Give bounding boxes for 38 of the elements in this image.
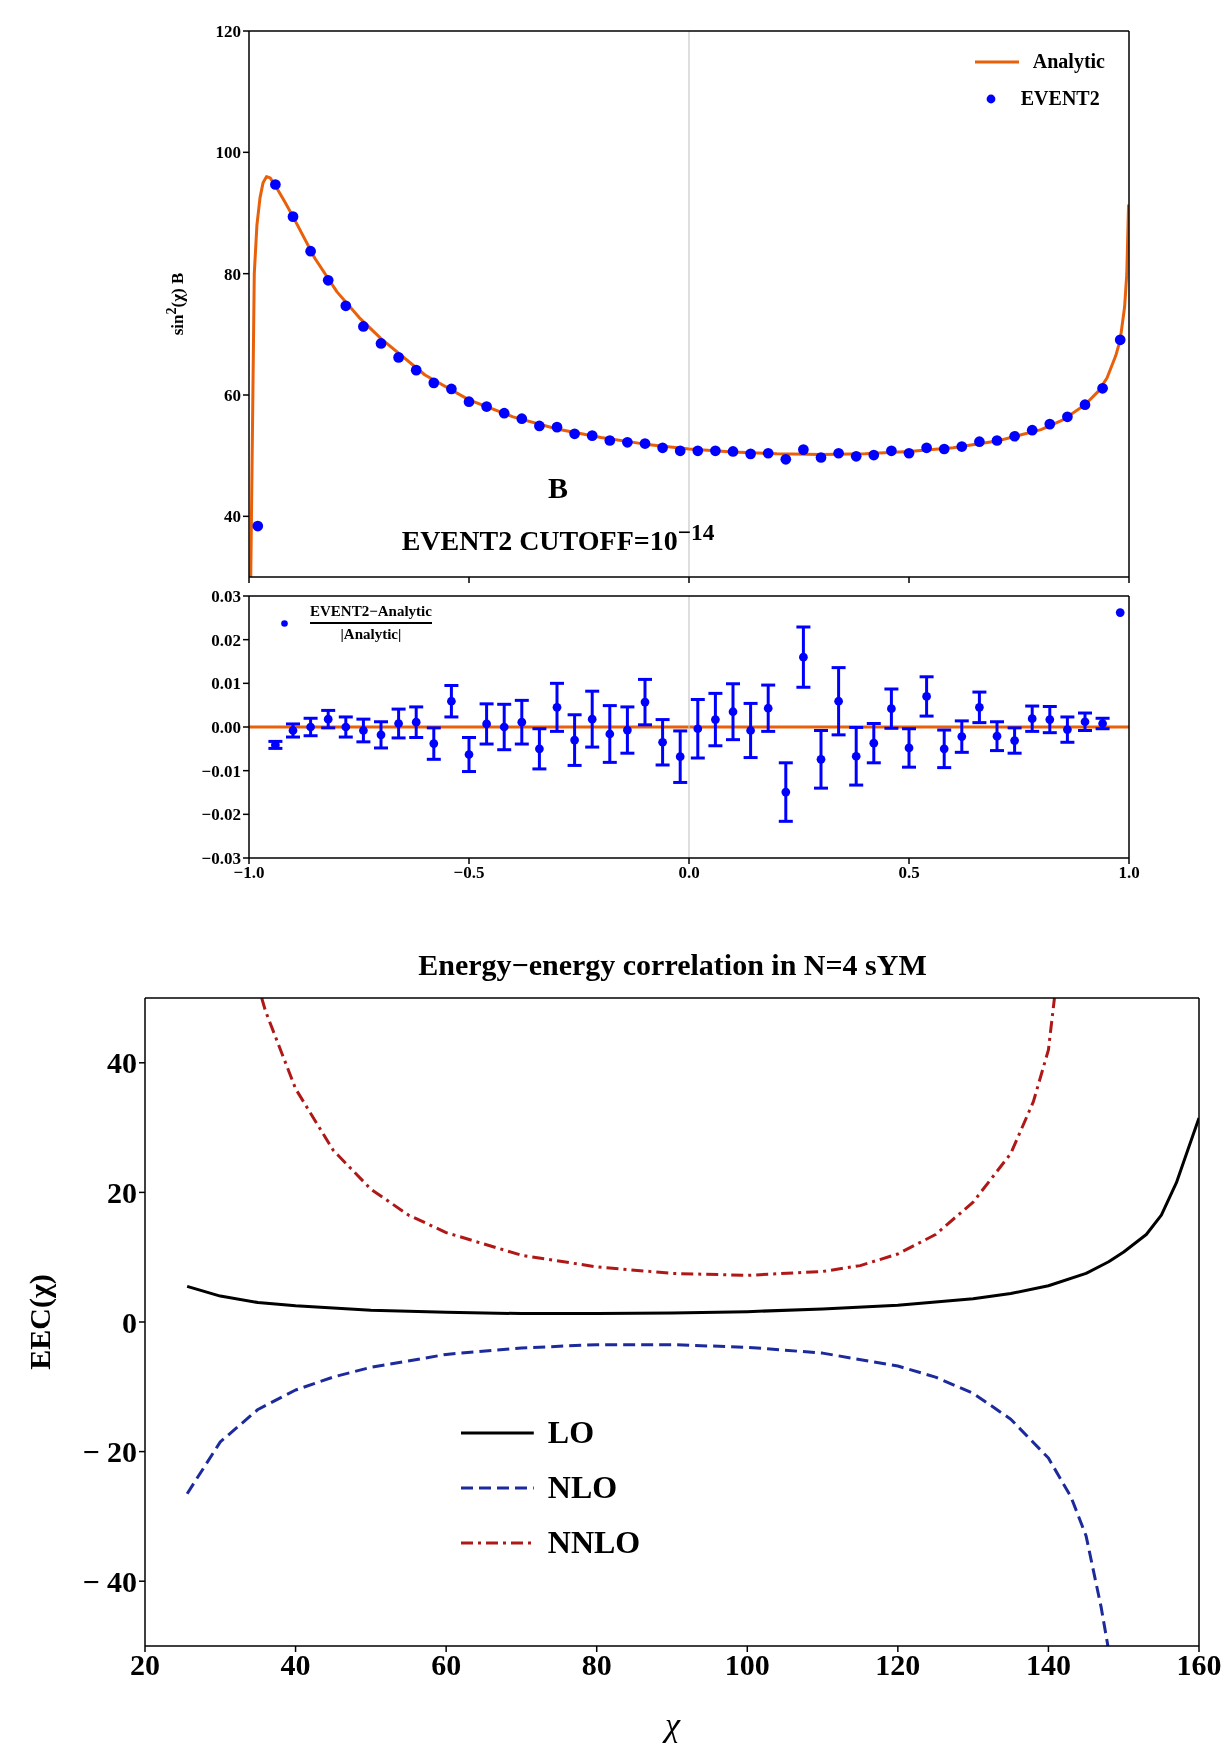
y-tick-label: 0.02 bbox=[211, 630, 241, 650]
y-tick-label: 0 bbox=[122, 1305, 137, 1339]
y-tick-label: 20 bbox=[107, 1176, 137, 1210]
y-tick-label: 0.03 bbox=[211, 587, 241, 607]
y-tick-label: 120 bbox=[215, 22, 241, 42]
x-tick-label: 0.5 bbox=[898, 863, 920, 883]
chart-title: Energy−energy correlation in N=4 sYM bbox=[418, 948, 927, 981]
legend-label: EVENT2 bbox=[1020, 87, 1100, 110]
x-tick-label: 160 bbox=[1176, 1648, 1222, 1682]
x-tick-label: 140 bbox=[1025, 1648, 1071, 1682]
legend-label: EVENT2−Analytic |Analytic| bbox=[310, 603, 432, 643]
legend-label: NNLO bbox=[547, 1524, 641, 1561]
x-tick-label: 0.0 bbox=[678, 863, 700, 883]
x-tick-label: 80 bbox=[581, 1648, 612, 1682]
x-tick-label: 1.0 bbox=[1118, 863, 1140, 883]
x-tick-label: −0.5 bbox=[453, 863, 485, 883]
y-tick-label: 0.01 bbox=[211, 674, 241, 694]
y-tick-label: −0.01 bbox=[201, 761, 241, 781]
annotation: EVENT2 CUTOFF=10$^{−14}$ bbox=[401, 518, 715, 557]
legend-label: NLO bbox=[547, 1469, 618, 1506]
y-tick-label: 80 bbox=[224, 264, 241, 284]
legend-label: LO bbox=[547, 1414, 595, 1451]
y-tick-label: − 40 bbox=[82, 1564, 137, 1598]
y-tick-label: 60 bbox=[224, 386, 241, 406]
y-tick-label: −0.02 bbox=[201, 805, 241, 825]
x-tick-label: 20 bbox=[130, 1648, 160, 1682]
x-tick-label: 60 bbox=[431, 1648, 462, 1682]
y-tick-label: 0.00 bbox=[211, 718, 241, 738]
y-tick-label: 40 bbox=[224, 507, 241, 527]
y-axis-title: EEC(χ) bbox=[23, 1273, 56, 1370]
x-tick-label: 40 bbox=[280, 1648, 311, 1682]
x-tick-label: 120 bbox=[875, 1648, 921, 1682]
y-tick-label: 100 bbox=[215, 143, 241, 163]
annotation: B bbox=[547, 471, 569, 504]
y-tick-label: 40 bbox=[107, 1046, 137, 1080]
x-tick-label: 100 bbox=[724, 1648, 770, 1682]
y-tick-label: − 20 bbox=[82, 1435, 137, 1469]
legend-label: Analytic bbox=[1032, 50, 1105, 73]
